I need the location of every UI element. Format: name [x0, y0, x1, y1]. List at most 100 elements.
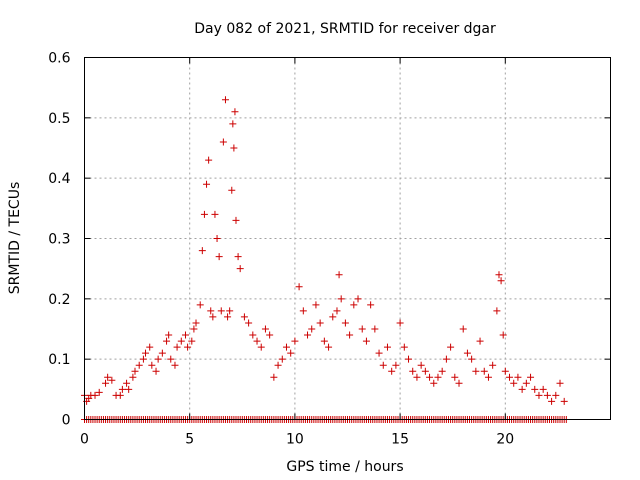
data-point — [442, 355, 450, 363]
data-point — [291, 337, 299, 345]
y-axis-title: SRMTID / TECUs — [7, 182, 23, 295]
data-point — [192, 319, 200, 327]
data-point — [129, 373, 137, 381]
data-point — [224, 313, 232, 321]
data-point — [383, 343, 391, 351]
data-point — [219, 138, 227, 146]
data-point — [484, 373, 492, 381]
data-point — [325, 343, 333, 351]
data-point — [308, 325, 316, 333]
data-point — [337, 295, 345, 303]
data-point — [299, 307, 307, 315]
data-point — [215, 253, 223, 261]
data-point — [362, 337, 370, 345]
data-point — [148, 361, 156, 369]
data-point — [434, 373, 442, 381]
data-point — [312, 301, 320, 309]
x-tick-label: 15 — [391, 432, 409, 448]
y-tick-label: 0.4 — [48, 171, 70, 187]
data-point — [234, 253, 242, 261]
data-point — [354, 295, 362, 303]
data-point — [257, 343, 265, 351]
data-point — [495, 271, 503, 279]
data-point — [320, 337, 328, 345]
data-point — [358, 325, 366, 333]
data-point — [522, 379, 530, 387]
y-tick-label: 0.6 — [48, 51, 70, 67]
x-tick-label: 20 — [496, 432, 514, 448]
chart-title: Day 082 of 2021, SRMTID for receiver dga… — [194, 21, 496, 37]
data-point — [463, 349, 471, 357]
data-point — [104, 373, 112, 381]
plot-frame — [84, 57, 611, 420]
data-point — [261, 325, 269, 333]
data-point — [167, 355, 175, 363]
data-point — [514, 373, 522, 381]
data-point — [304, 331, 312, 339]
data-point — [146, 343, 154, 351]
data-point — [196, 301, 204, 309]
data-point — [413, 373, 421, 381]
data-point — [472, 367, 480, 375]
data-point — [181, 331, 189, 339]
data-point — [200, 210, 208, 218]
data-point — [350, 301, 358, 309]
data-point — [282, 343, 290, 351]
data-point — [158, 349, 166, 357]
data-point — [506, 373, 514, 381]
data-point — [91, 391, 99, 399]
data-point — [163, 337, 171, 345]
data-point — [388, 367, 396, 375]
data-point — [274, 361, 282, 369]
data-point — [543, 391, 551, 399]
y-tick-label: 0.2 — [48, 292, 70, 308]
data-point — [205, 156, 213, 164]
x-tick-label: 0 — [80, 432, 89, 448]
data-point — [539, 385, 547, 393]
data-point — [190, 325, 198, 333]
data-point — [118, 385, 126, 393]
data-point — [335, 271, 343, 279]
y-tick-label: 0.5 — [48, 111, 70, 127]
data-point — [184, 343, 192, 351]
data-point — [295, 283, 303, 291]
data-point — [230, 144, 238, 152]
data-point — [375, 349, 383, 357]
data-point — [253, 337, 261, 345]
data-point — [177, 337, 185, 345]
data-point — [213, 235, 221, 242]
data-points — [81, 96, 570, 423]
data-point — [154, 355, 162, 363]
data-point — [123, 379, 131, 387]
data-point — [371, 325, 379, 333]
data-point — [341, 319, 349, 327]
y-tick-label: 0.1 — [48, 352, 70, 368]
data-point — [226, 307, 234, 315]
data-point — [531, 385, 539, 393]
data-point — [346, 331, 354, 339]
data-point — [171, 361, 179, 369]
x-axis-title: GPS time / hours — [286, 459, 403, 475]
data-point — [497, 277, 505, 285]
data-point — [451, 373, 459, 381]
data-point — [405, 355, 413, 363]
grid-lines — [84, 57, 611, 420]
y-tick-label: 0 — [62, 413, 71, 429]
axis-ticks: 0 0.1 0.2 0.3 0.4 0.5 0.6 0 5 10 15 20 — [48, 51, 611, 448]
data-point — [165, 331, 173, 339]
data-point — [476, 337, 484, 345]
data-point — [231, 108, 239, 116]
data-point — [316, 319, 324, 327]
data-point — [211, 210, 219, 218]
y-tick-label: 0.3 — [48, 232, 70, 248]
data-point — [426, 373, 434, 381]
data-point — [152, 367, 160, 375]
data-point — [188, 337, 196, 345]
data-point — [116, 391, 124, 399]
data-point — [560, 397, 568, 405]
data-point — [142, 349, 150, 357]
data-point — [367, 301, 375, 309]
data-point — [333, 307, 341, 315]
data-point — [240, 313, 248, 321]
